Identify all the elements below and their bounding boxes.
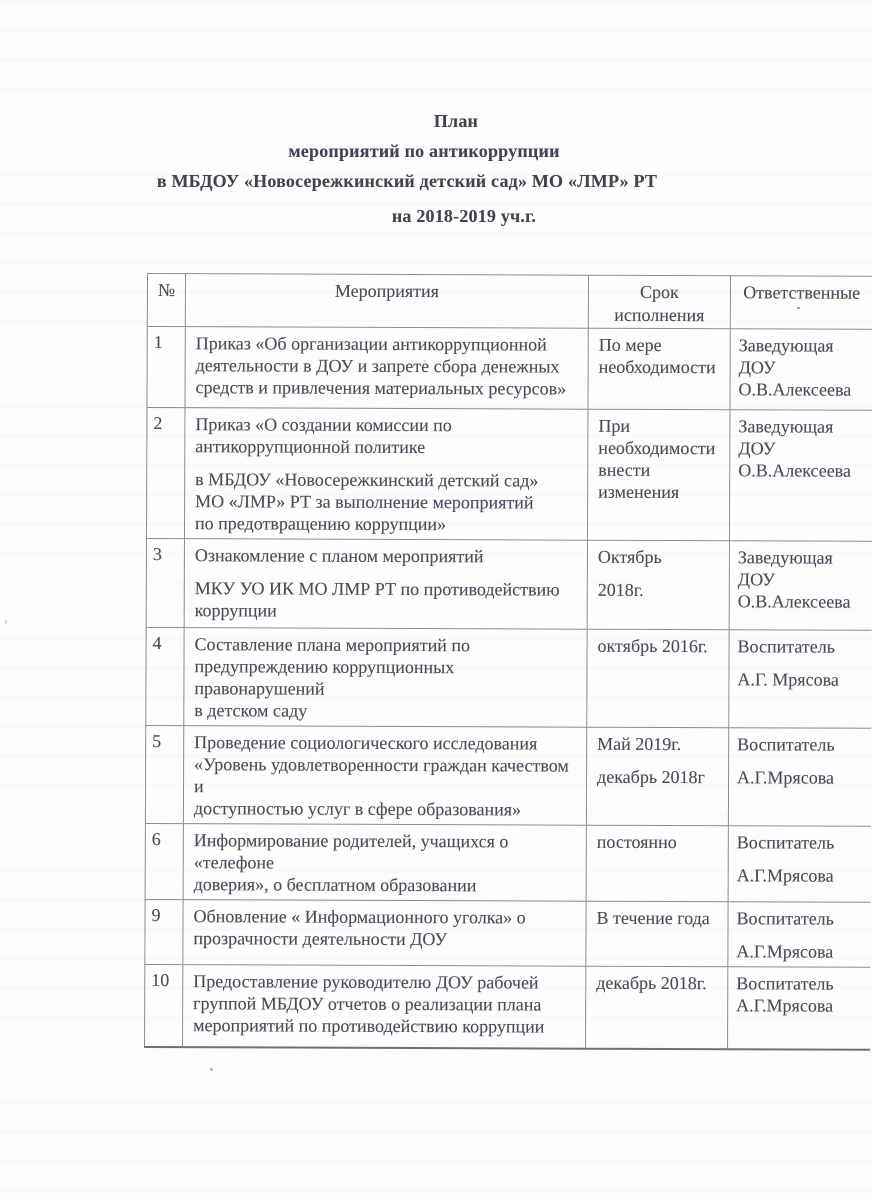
cell-paragraph: Воспитатель — [737, 636, 835, 657]
responsible-cell: Воспитатель А.Г.Мрясова — [727, 966, 870, 1050]
cell-paragraph: Октябрь — [597, 546, 662, 567]
cell-paragraph: Воспитатель — [737, 734, 835, 755]
responsible-cell: Заведующая ДОУ О.В.Алексеева — [729, 328, 872, 411]
column-header-3: Срок исполнения — [588, 275, 731, 329]
activity-cell: Приказ «Об организации антикоррупционной… — [184, 326, 589, 410]
title-line-2: мероприятий по антикоррупции — [288, 141, 560, 161]
term-cell: октябрь 2016г. — [586, 629, 730, 728]
activity-cell: Проведение социологического исследования… — [183, 725, 587, 826]
cell-paragraph: Информирование родителей, учащихся о «те… — [193, 830, 509, 896]
cell-paragraph: Проведение социологического исследования… — [193, 732, 569, 820]
cell-paragraph: А.Г.Мрясова — [737, 767, 835, 788]
cell-paragraph: А.Г.Мрясова — [736, 865, 834, 886]
row-number-cell: 2 — [146, 407, 185, 539]
activity-cell: Ознакомление с планом мероприятий МКУ УО … — [184, 538, 588, 630]
cell-paragraph: Обновление « Информационного уголка» о п… — [193, 906, 526, 950]
row-number-cell: 1 — [146, 326, 186, 408]
table-row: 3 Ознакомление с планом мероприятий МКУ УО… — [146, 538, 872, 631]
cell-paragraph: По мере необходимости — [598, 334, 716, 378]
header-row: № Мероприятия Срок исполнения Ответственные — [147, 273, 872, 330]
cell-paragraph: Воспитатель — [736, 832, 835, 853]
row-number-cell: 5 — [145, 725, 184, 824]
row-number-cell: 10 — [144, 964, 183, 1047]
table-body: 1 Приказ «Об организации антикоррупционно… — [144, 326, 872, 1050]
column-header-2: Мероприятия — [185, 273, 589, 329]
cell-paragraph: октябрь 2016г. — [597, 635, 708, 657]
responsible-cell: Воспитатель А.Г. Мрясова — [728, 629, 872, 729]
cell-paragraph: Заведующая ДОУ О.В.Алексеева — [738, 416, 852, 481]
column-header-4: Ответственные — [730, 275, 872, 330]
cell-paragraph: Предоставление руководителю ДОУ рабочей … — [193, 971, 545, 1037]
row-number-cell: 3 — [146, 538, 185, 628]
activity-cell: Обновление « Информационного уголка» о п… — [182, 899, 587, 967]
cell-paragraph: Воспитатель — [736, 908, 834, 929]
cell-paragraph: А.Г. Мрясова — [737, 669, 839, 690]
row-number-cell: 4 — [145, 627, 185, 726]
activity-cell: Информирование родителей, учащихся о «те… — [183, 823, 587, 902]
title-line-4: на 2018-2019 уч.г. — [391, 206, 537, 226]
cell-paragraph: При необходимости внести изменения — [598, 415, 716, 503]
cell-paragraph: Ознакомление с планом мероприятий — [194, 545, 484, 567]
title-line-3: в МБДОУ «Новосережкинский детский сад» М… — [156, 171, 658, 191]
cell-paragraph: Заведующая ДОУ О.В.Алексеева — [737, 547, 851, 612]
cell-paragraph: Приказ «Об организации антикоррупционной… — [195, 333, 567, 399]
cell-paragraph: Составление плана мероприятий по предупр… — [194, 634, 471, 721]
scan-speck — [5, 620, 7, 624]
cell-paragraph: Приказ «О создании комиссии по антикорру… — [195, 414, 452, 458]
activity-cell: Предоставление руководителю ДОУ рабочей … — [182, 964, 586, 1049]
responsible-cell: Заведующая ДОУ О.В.Алексеева — [729, 409, 872, 542]
responsible-cell: Воспитатель А.Г.Мрясова — [728, 825, 871, 903]
table-row: 4 Составление плана мероприятий по предуп… — [145, 627, 872, 729]
table-head: № Мероприятия Срок исполнения Ответственные — [147, 273, 872, 330]
term-cell: По мере необходимости — [587, 328, 731, 410]
responsible-cell: Воспитатель А.Г.Мрясова — [728, 727, 871, 827]
activity-cell: Составление плана мероприятий по предупр… — [183, 627, 588, 728]
cell-paragraph: постоянно — [596, 831, 677, 853]
row-number-cell: 9 — [144, 899, 184, 965]
cell-paragraph: В течение года — [596, 907, 710, 929]
table-row: 2 Приказ «О создании комиссии по антикорр… — [146, 407, 872, 542]
cell-paragraph: в МБДОУ «Новосережкинский детский сад» М… — [195, 469, 539, 535]
responsible-cell: Воспитатель А.Г.Мрясова — [727, 901, 871, 968]
cell-paragraph: Воспитатель А.Г.Мрясова — [736, 973, 834, 1016]
cell-paragraph: 2018г. — [597, 579, 644, 600]
table-row: 6 Информирование родителей, учащихся о «т… — [145, 823, 871, 903]
term-cell: При необходимости внести изменения — [587, 409, 730, 541]
term-cell: В течение года — [585, 901, 729, 967]
term-cell: постоянно — [586, 825, 729, 902]
plan-table: № Мероприятия Срок исполнения Ответственные… — [144, 273, 872, 1050]
row-number-cell: 6 — [145, 823, 184, 900]
cell-paragraph: декабрь 2018г — [597, 766, 705, 788]
cell-paragraph: МКУ УО ИК МО ЛМР РТ по противодействию к… — [194, 578, 560, 621]
table-row: 10 Предоставление руководителю ДОУ рабоче… — [144, 964, 870, 1050]
term-cell: Октябрь 2018г. — [587, 540, 730, 630]
column-header-1: № — [147, 273, 186, 327]
cell-paragraph: Заведующая ДОУ О.В.Алексеева — [738, 335, 852, 400]
document-title: План мероприятий по антикоррупции в МБДО… — [0, 108, 872, 233]
table-row: 5 Проведение социологического исследовани… — [145, 725, 871, 827]
cell-paragraph: А.Г.Мрясова — [736, 941, 834, 962]
cell-paragraph: декабрь 2018г. — [596, 972, 707, 994]
scan-speck — [210, 1068, 213, 1071]
cell-paragraph: Май 2019г. — [597, 733, 682, 755]
activity-cell: Приказ «О создании комиссии по антикорру… — [184, 407, 588, 541]
title-line-1: План — [433, 111, 479, 131]
term-cell: Май 2019г. декабрь 2018г — [586, 727, 729, 826]
table-row: 1 Приказ «Об организации антикоррупционно… — [146, 326, 872, 411]
responsible-cell: Заведующая ДОУ О.В.Алексеева — [729, 540, 872, 631]
term-cell: декабрь 2018г. — [585, 966, 728, 1049]
table-row: 9 Обновление « Информационного уголка» о … — [144, 899, 871, 968]
